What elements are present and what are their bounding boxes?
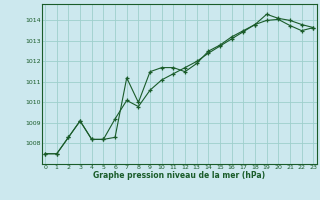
X-axis label: Graphe pression niveau de la mer (hPa): Graphe pression niveau de la mer (hPa) <box>93 171 265 180</box>
